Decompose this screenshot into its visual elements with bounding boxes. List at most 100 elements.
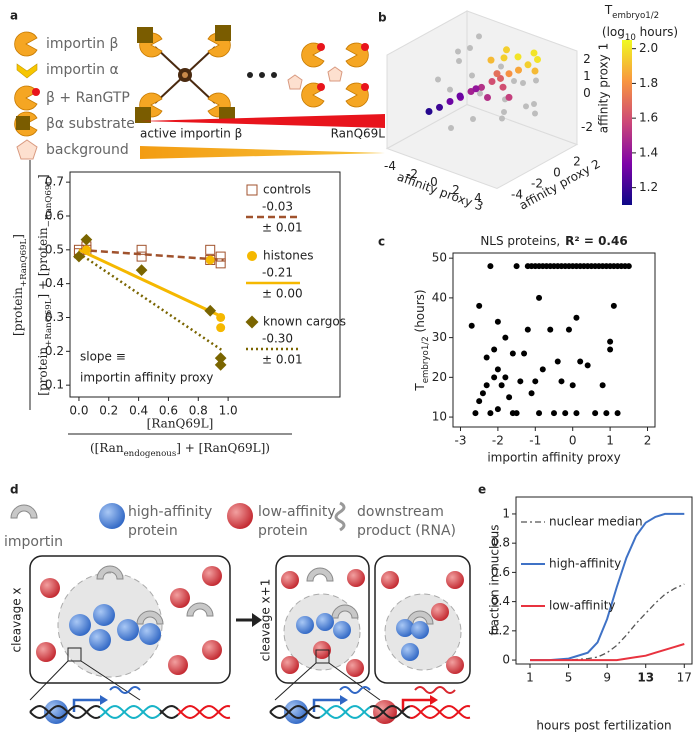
- colorbar-title: (log10 hours): [602, 25, 678, 43]
- dna-strand: [369, 704, 411, 720]
- legend-label: high-affinity: [128, 504, 212, 520]
- marker: [73, 250, 85, 263]
- background-point: [435, 76, 441, 83]
- data-point: [528, 390, 535, 397]
- colorbar-tick-label: 1.8: [639, 76, 658, 90]
- y-tick-label: -2: [531, 177, 543, 191]
- marker: [135, 264, 148, 276]
- data-point: [491, 346, 498, 353]
- data-point: [487, 263, 494, 270]
- text-part: +RanQ69L: [44, 298, 54, 347]
- text-part: (log: [602, 25, 625, 39]
- x-tick-label: 0.2: [99, 404, 118, 418]
- legend-marker: [245, 315, 259, 329]
- text-part: ]: [36, 174, 50, 179]
- dna-strand: [159, 704, 179, 715]
- text-part: [protein: [11, 287, 25, 336]
- data-point: [584, 362, 591, 369]
- text-part: −RanQ69L: [44, 179, 54, 228]
- x-tick-label: 1.0: [219, 404, 238, 418]
- slope-label: -0.30: [262, 332, 293, 346]
- line: [530, 643, 685, 662]
- dna-strand: [29, 704, 101, 720]
- y-tick-label: 0.4: [45, 276, 64, 290]
- panel-label: b: [378, 11, 387, 25]
- y-tick-label: 2: [573, 155, 581, 169]
- background-point: [511, 78, 517, 84]
- data-point: [505, 70, 513, 78]
- marker: [216, 323, 226, 333]
- data-point: [513, 263, 520, 270]
- data-point: [446, 98, 454, 105]
- x-label: hours post fertilization: [536, 719, 671, 733]
- data-point: [547, 326, 554, 333]
- y-tick-label: 0.8: [491, 536, 510, 550]
- background-point: [470, 116, 476, 122]
- marker: [136, 244, 147, 255]
- plot-frame: [515, 496, 693, 665]
- x-tick-label: 2: [644, 434, 652, 448]
- data-point: [607, 338, 614, 345]
- dna-strand: [319, 705, 371, 720]
- legend-label: histones: [263, 249, 313, 263]
- data-point: [502, 334, 509, 341]
- z-tick-label: 0: [583, 86, 591, 100]
- data-point: [558, 378, 565, 385]
- data-point: [487, 56, 495, 64]
- gradient-label: active importin β: [140, 127, 242, 141]
- text-part: embryo1/2: [612, 11, 659, 21]
- error-label: ± 0.00: [262, 287, 303, 301]
- x-tick-label: 0.8: [189, 404, 208, 418]
- dna-strand: [177, 705, 231, 720]
- legend-label: low-affinity: [549, 599, 616, 613]
- text-part: hours): [636, 25, 678, 39]
- data-point: [614, 410, 621, 417]
- background-point: [467, 45, 473, 51]
- data-point: [531, 67, 539, 75]
- stage-label: cleavage x+1: [259, 579, 273, 662]
- x-tick-label: 0: [569, 434, 577, 448]
- y-tick-label: 0.7: [45, 175, 64, 189]
- background-point: [456, 58, 462, 64]
- data-point: [436, 103, 443, 111]
- x-tick-label: -3: [454, 434, 466, 448]
- gradient-label: RanQ69L: [331, 127, 386, 141]
- stage-label: cleavage x: [10, 587, 24, 652]
- data-point: [498, 382, 505, 389]
- text-part: T: [604, 3, 613, 17]
- panel-label: e: [478, 483, 486, 497]
- x-tick-label: -2: [406, 167, 418, 181]
- background-point: [447, 86, 453, 93]
- marker: [204, 304, 217, 317]
- line: [530, 512, 685, 662]
- background-point: [477, 90, 483, 97]
- data-point: [493, 70, 501, 78]
- data-point: [599, 382, 606, 389]
- data-point: [569, 382, 576, 389]
- colorbar-tick-label: 1.6: [639, 111, 658, 125]
- marker: [215, 258, 226, 269]
- y-tick-label: 0.6: [491, 565, 510, 579]
- colorbar-tick-label: 1.2: [639, 180, 658, 194]
- marker: [216, 312, 226, 322]
- data-point: [534, 56, 541, 63]
- y-tick-label: 20: [432, 370, 447, 384]
- data-point: [562, 410, 569, 417]
- x-tick-label: 0.6: [159, 404, 178, 418]
- background-point: [523, 103, 529, 110]
- schematic-a-icons: [14, 25, 385, 160]
- fit-line: [78, 248, 225, 319]
- legend-label: controls: [263, 183, 311, 197]
- text-part: [protein: [36, 347, 50, 396]
- y-tick-label: 40: [432, 290, 447, 304]
- data-point: [503, 46, 510, 54]
- background-point: [499, 115, 505, 122]
- x-tick-label: -1: [529, 434, 541, 448]
- text-part: ] + [protein: [36, 227, 50, 298]
- x-tick-label: 1: [526, 671, 534, 685]
- x-tick-label: 17: [677, 671, 692, 685]
- z-tick-label: 2: [583, 52, 591, 66]
- data-point: [573, 314, 580, 321]
- data-point: [592, 410, 599, 417]
- data-point: [513, 410, 520, 417]
